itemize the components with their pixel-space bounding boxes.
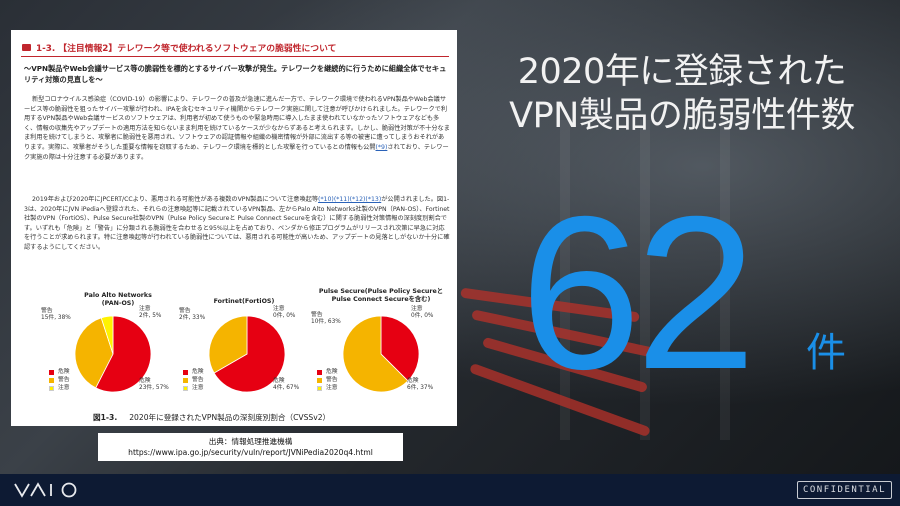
count-unit: 件 bbox=[806, 330, 846, 376]
footnote-link[interactable]: (*9) bbox=[375, 143, 388, 151]
bg-rack bbox=[720, 120, 730, 440]
legend-item: 注意 bbox=[317, 384, 338, 392]
paragraph-2: 2019年および2020年にJPCERT/CCより、悪用される可能性がある複数の… bbox=[24, 195, 450, 253]
headline-line-2: VPN製品の脆弱性件数 bbox=[509, 96, 855, 136]
legend-item: 危険 bbox=[317, 368, 338, 376]
pie-title-pulse: Pulse Secure(Pulse Policy Secureと Pulse … bbox=[318, 288, 444, 303]
legend-item: 危険 bbox=[49, 368, 70, 376]
legend-swatch bbox=[49, 377, 54, 383]
legend-swatch bbox=[49, 369, 54, 375]
footnote-links[interactable]: (*10)(*11)(*12)(*13) bbox=[318, 196, 382, 203]
legend-item: 注意 bbox=[49, 384, 70, 392]
report-excerpt: 1-3. 【注目情報2】テレワーク等で使われるソフトウェアの脆弱性について 〜V… bbox=[11, 30, 457, 426]
figure-caption-number: 図1-3. bbox=[93, 413, 118, 422]
pie-title-panos: Palo Alto Networks (PAN-OS) bbox=[84, 292, 152, 307]
legend-swatch bbox=[317, 369, 322, 375]
paragraph-1: 新型コロナウイルス感染症（COVID-19）の影響により、テレワークの普及が急速… bbox=[24, 95, 450, 162]
pie-slice-2 bbox=[100, 315, 114, 355]
source-box: 出典：情報処理推進機構 https://www.ipa.go.jp/securi… bbox=[98, 433, 403, 461]
pie-label-pulse-warning: 警告 10件, 63% bbox=[311, 312, 341, 325]
pie-chart-pulse bbox=[342, 315, 420, 393]
paragraph-1-text: 新型コロナウイルス感染症（COVID-19）の影響により、テレワークの普及が急速… bbox=[24, 96, 450, 151]
section-marker-icon bbox=[22, 43, 31, 51]
pie-label-pulse-danger: 危険 6件, 37% bbox=[407, 378, 434, 391]
pie-label-pulse-caution: 注意 0件, 0% bbox=[411, 306, 434, 319]
legend-swatch bbox=[183, 369, 188, 375]
legend-item: 危険 bbox=[183, 368, 204, 376]
pie-slice-1 bbox=[74, 317, 114, 389]
legend-item: 警告 bbox=[317, 376, 338, 384]
legend-item: 警告 bbox=[49, 376, 70, 384]
vaio-logo bbox=[14, 482, 77, 498]
bg-rack bbox=[560, 120, 570, 440]
paragraph-2-text-a: 2019年および2020年にJPCERT/CCより、悪用される可能性がある複数の… bbox=[32, 196, 319, 203]
section-heading: 1-3. 【注目情報2】テレワーク等で使われるソフトウェアの脆弱性について bbox=[22, 40, 336, 54]
pie-label-fortios-danger: 危険 4件, 67% bbox=[273, 378, 300, 391]
footer-bar: CONFIDENTIAL bbox=[0, 474, 900, 506]
bg-rack bbox=[640, 120, 650, 440]
pie-chart-fortios bbox=[208, 315, 286, 393]
heading-rule bbox=[21, 56, 449, 57]
headline-line-1: 2020年に登録された bbox=[517, 52, 847, 92]
pie-label-fortios-caution: 注意 0件, 0% bbox=[273, 306, 296, 319]
pie-label-fortios-warning: 警告 2件, 33% bbox=[179, 308, 206, 321]
paragraph-2-text-b: が公開されました。図1-3は、2020年にJVN iPediaへ登録された、それ… bbox=[24, 196, 450, 251]
legend-item: 注意 bbox=[183, 384, 204, 392]
pie-label-panos-danger: 危険 23件, 57% bbox=[139, 378, 169, 391]
vulnerability-count: 62 bbox=[520, 172, 756, 415]
figure-caption: 図1-3. 2020年に登録されたVPN製品の深刻度別割合（CVSSv2） bbox=[93, 412, 330, 423]
pie-slice-1 bbox=[208, 315, 248, 374]
legend-swatch bbox=[317, 377, 322, 383]
legend-swatch bbox=[49, 385, 54, 391]
legend-panos: 危険 警告 注意 bbox=[49, 368, 70, 392]
figure-caption-text: 2020年に登録されたVPN製品の深刻度別割合（CVSSv2） bbox=[129, 413, 331, 422]
legend-fortios: 危険 警告 注意 bbox=[183, 368, 204, 392]
source-label: 出典：情報処理推進機構 bbox=[208, 437, 293, 446]
section-title: 1-3. 【注目情報2】テレワーク等で使われるソフトウェアの脆弱性について bbox=[36, 43, 337, 54]
pie-label-panos-warning: 警告 15件, 38% bbox=[41, 308, 71, 321]
pie-chart-panos bbox=[74, 315, 152, 393]
legend-swatch bbox=[183, 377, 188, 383]
section-subtitle: 〜VPN製品やWeb会議サービス等の脆弱性を標的とするサイバー攻撃が発生。テレワ… bbox=[24, 64, 447, 84]
confidential-badge: CONFIDENTIAL bbox=[796, 481, 892, 499]
pie-slice-0 bbox=[380, 315, 420, 382]
paragraph-1-end: されており、テレワーク実施の際は十分注意する必要があります。 bbox=[24, 143, 449, 161]
pie-title-fortios: Fortinet(FortiOS) bbox=[213, 298, 275, 305]
headline: 2020年に登録された VPN製品の脆弱性件数 bbox=[472, 50, 892, 138]
source-url[interactable]: https://www.ipa.go.jp/security/vuln/repo… bbox=[128, 448, 373, 457]
pie-slice-0 bbox=[95, 315, 152, 393]
legend-swatch bbox=[317, 385, 322, 391]
legend-pulse: 危険 警告 注意 bbox=[317, 368, 338, 392]
pie-slice-1 bbox=[342, 315, 409, 393]
pie-label-panos-caution: 注意 2件, 5% bbox=[139, 306, 162, 319]
legend-item: 警告 bbox=[183, 376, 204, 384]
legend-swatch bbox=[183, 385, 188, 391]
pie-slice-0 bbox=[213, 315, 286, 393]
